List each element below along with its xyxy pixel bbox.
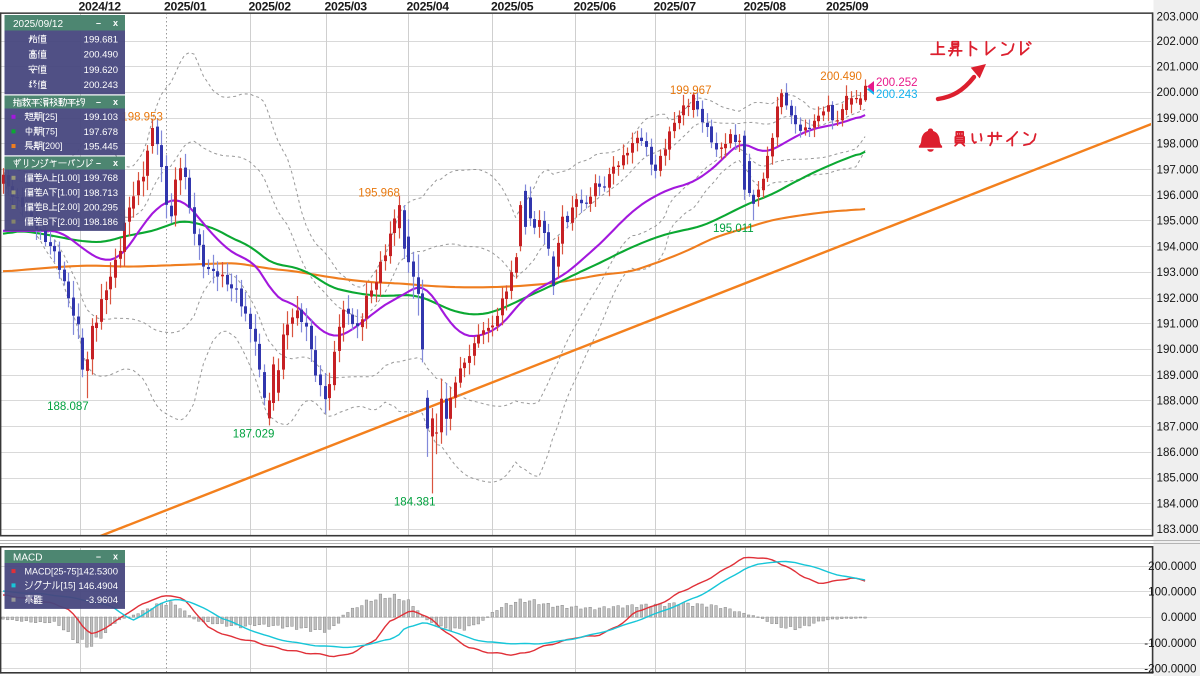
svg-text:191.000: 191.000 xyxy=(1157,318,1199,331)
svg-text:199.768: 199.768 xyxy=(84,173,118,184)
svg-text:100.0000: 100.0000 xyxy=(1148,586,1196,599)
svg-text:184.381: 184.381 xyxy=(394,496,436,508)
svg-text:2024/12: 2024/12 xyxy=(79,0,122,14)
svg-text:142.5300: 142.5300 xyxy=(78,567,118,578)
svg-text:-100.0000: -100.0000 xyxy=(1144,637,1196,650)
svg-text:A: A xyxy=(43,173,49,183)
svg-text:–: – xyxy=(96,97,101,107)
svg-text:[25]: [25] xyxy=(43,112,58,122)
svg-text:198.713: 198.713 xyxy=(84,188,118,199)
svg-text:2025/08: 2025/08 xyxy=(744,0,787,14)
svg-text:0.0000: 0.0000 xyxy=(1161,611,1196,624)
svg-text:195.000: 195.000 xyxy=(1157,215,1199,228)
svg-text:146.4904: 146.4904 xyxy=(78,581,118,592)
svg-text:184.000: 184.000 xyxy=(1157,497,1199,510)
svg-text:199.967: 199.967 xyxy=(670,85,712,97)
svg-text:MACD[25-75]: MACD[25-75] xyxy=(25,566,80,576)
svg-text:2025/04: 2025/04 xyxy=(407,0,450,14)
svg-text:203.000: 203.000 xyxy=(1157,10,1199,23)
svg-text:[1.00]: [1.00] xyxy=(58,173,81,183)
svg-text:197.678: 197.678 xyxy=(84,127,118,138)
svg-text:–: – xyxy=(96,158,101,168)
svg-text:199.103: 199.103 xyxy=(84,112,118,123)
svg-text:188.087: 188.087 xyxy=(47,401,89,413)
svg-text:2025/07: 2025/07 xyxy=(654,0,697,14)
svg-text:x: x xyxy=(113,97,118,107)
svg-text:–: – xyxy=(96,18,101,28)
svg-text:[1.00]: [1.00] xyxy=(58,188,81,198)
svg-text:2025/09: 2025/09 xyxy=(826,0,869,14)
svg-text:185.000: 185.000 xyxy=(1157,472,1199,485)
svg-text:195.968: 195.968 xyxy=(358,188,400,200)
svg-text:200.490: 200.490 xyxy=(84,50,118,61)
svg-text:197.000: 197.000 xyxy=(1157,163,1199,176)
svg-text:[200]: [200] xyxy=(43,141,63,151)
svg-text:198.953: 198.953 xyxy=(121,111,163,123)
svg-text:188.000: 188.000 xyxy=(1157,395,1199,408)
svg-text:199.000: 199.000 xyxy=(1157,112,1199,125)
svg-text:200.243: 200.243 xyxy=(876,89,918,101)
svg-text:B: B xyxy=(43,217,49,227)
svg-text:202.000: 202.000 xyxy=(1157,35,1199,48)
svg-text:[2.00]: [2.00] xyxy=(58,217,81,227)
svg-text:200.490: 200.490 xyxy=(820,71,862,83)
svg-text:198.000: 198.000 xyxy=(1157,138,1199,151)
svg-text:x: x xyxy=(113,158,118,168)
svg-text:2025/09/12: 2025/09/12 xyxy=(13,19,63,30)
svg-text:195.011: 195.011 xyxy=(713,223,754,235)
svg-text:2025/01: 2025/01 xyxy=(164,0,207,14)
svg-text:200.295: 200.295 xyxy=(84,202,118,213)
svg-text:B: B xyxy=(43,202,49,212)
svg-text:200.0000: 200.0000 xyxy=(1148,560,1196,573)
svg-text:-200.0000: -200.0000 xyxy=(1144,662,1196,675)
svg-text:187.000: 187.000 xyxy=(1157,420,1199,433)
svg-text:–: – xyxy=(96,552,101,562)
svg-text:A: A xyxy=(43,188,49,198)
svg-text:183.000: 183.000 xyxy=(1157,523,1199,536)
svg-text:[75]: [75] xyxy=(43,127,58,137)
svg-text:2025/02: 2025/02 xyxy=(249,0,292,14)
svg-text:2025/03: 2025/03 xyxy=(325,0,368,14)
svg-text:198.186: 198.186 xyxy=(84,217,118,228)
svg-text:[15]: [15] xyxy=(61,581,76,591)
svg-text:-3.9604: -3.9604 xyxy=(86,595,118,606)
svg-text:190.000: 190.000 xyxy=(1157,343,1199,356)
svg-text:187.029: 187.029 xyxy=(233,428,275,440)
svg-text:195.445: 195.445 xyxy=(84,141,118,152)
svg-text:200.000: 200.000 xyxy=(1157,86,1199,99)
svg-text:2025/05: 2025/05 xyxy=(491,0,534,14)
svg-text:201.000: 201.000 xyxy=(1157,61,1199,74)
svg-text:MACD: MACD xyxy=(13,553,42,564)
svg-text:199.620: 199.620 xyxy=(84,65,118,76)
svg-text:200.252: 200.252 xyxy=(876,77,918,89)
svg-text:186.000: 186.000 xyxy=(1157,446,1199,459)
svg-text:196.000: 196.000 xyxy=(1157,189,1199,202)
svg-text:192.000: 192.000 xyxy=(1157,292,1199,305)
svg-text:x: x xyxy=(113,18,118,28)
svg-text:194.000: 194.000 xyxy=(1157,240,1199,253)
svg-text:200.243: 200.243 xyxy=(84,80,118,91)
svg-text:[2.00]: [2.00] xyxy=(58,202,81,212)
svg-text:x: x xyxy=(113,552,118,562)
svg-text:2025/06: 2025/06 xyxy=(574,0,617,14)
svg-text:189.000: 189.000 xyxy=(1157,369,1199,382)
svg-text:199.681: 199.681 xyxy=(84,35,118,46)
svg-text:193.000: 193.000 xyxy=(1157,266,1199,279)
